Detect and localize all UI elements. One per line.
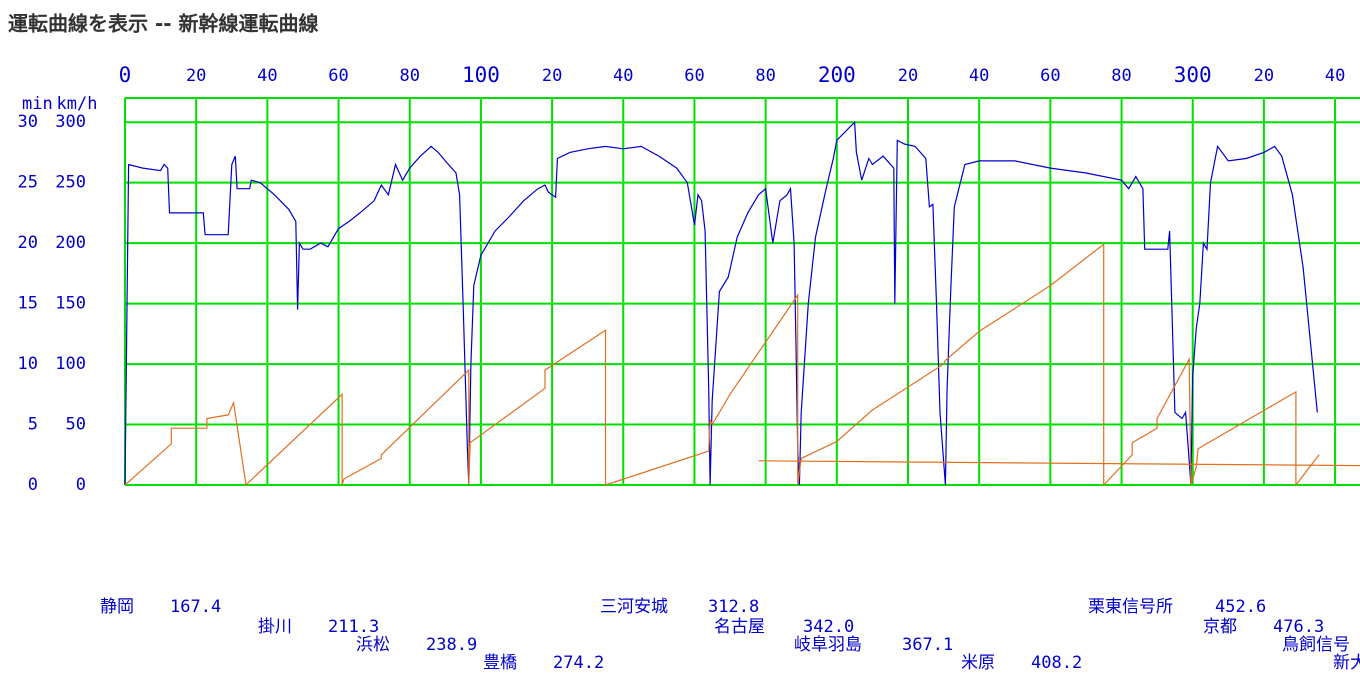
x-tick-label: 20 — [186, 66, 206, 86]
station-name: 静岡 — [100, 597, 134, 617]
station-name: 京都 — [1203, 617, 1237, 637]
y-axis-label: km/h — [57, 94, 98, 114]
y2-axis-label: min — [22, 94, 53, 114]
station-name: 鳥飼信号 — [1282, 635, 1350, 655]
x-tick-label: 200 — [818, 63, 856, 87]
series-line — [758, 460, 1360, 467]
station-km: 238.9 — [426, 635, 477, 655]
x-tick-label: 80 — [755, 66, 775, 86]
x-tick-label: 20 — [898, 66, 918, 86]
y2-tick-label: 5 — [28, 415, 38, 435]
station-km: 408.2 — [1031, 653, 1082, 673]
station-km: 452.6 — [1215, 597, 1266, 617]
y2-tick-label: 10 — [18, 354, 38, 374]
station-name: 三河安城 — [600, 597, 668, 617]
station-km: 367.1 — [902, 635, 953, 655]
y-tick-label: 200 — [55, 233, 86, 253]
y-tick-label: 150 — [55, 294, 86, 314]
x-tick-label: 0 — [119, 63, 132, 87]
station-name: 岐阜羽島 — [794, 635, 862, 655]
x-tick-label: 80 — [399, 66, 419, 86]
series-line — [124, 243, 1320, 487]
station-name: 栗東信号所 — [1088, 597, 1173, 617]
y2-tick-label: 15 — [18, 294, 38, 314]
station-name: 米原 — [961, 653, 995, 673]
x-tick-label: 20 — [542, 66, 562, 86]
y2-tick-label: 30 — [18, 112, 38, 132]
station-name: 豊橋 — [483, 653, 517, 673]
station-km: 476.3 — [1273, 617, 1324, 637]
x-tick-label: 80 — [1111, 66, 1131, 86]
x-tick-label: 60 — [328, 66, 348, 86]
chart-title: 運転曲線を表示 -- 新幹線運転曲線 — [8, 12, 319, 36]
y-tick-label: 50 — [66, 415, 86, 435]
x-tick-label: 300 — [1174, 63, 1212, 87]
station-name: 新大 — [1333, 653, 1360, 673]
x-tick-label: 40 — [613, 66, 633, 86]
y-tick-label: 250 — [55, 173, 86, 193]
x-tick-label: 60 — [1040, 66, 1060, 86]
station-km: 211.3 — [328, 617, 379, 637]
x-tick-label: 60 — [684, 66, 704, 86]
y-tick-label: 300 — [55, 112, 86, 132]
y-tick-label: 0 — [76, 475, 86, 495]
station-km: 312.8 — [708, 597, 759, 617]
x-tick-label: 100 — [462, 63, 500, 87]
station-km: 167.4 — [170, 597, 221, 617]
station-name: 浜松 — [356, 635, 390, 655]
y2-tick-label: 0 — [28, 475, 38, 495]
x-tick-label: 40 — [257, 66, 277, 86]
y2-tick-label: 25 — [18, 173, 38, 193]
y2-tick-label: 20 — [18, 233, 38, 253]
x-tick-label: 40 — [969, 66, 989, 86]
y-tick-label: 100 — [55, 354, 86, 374]
station-km: 274.2 — [553, 653, 604, 673]
station-name: 掛川 — [258, 617, 292, 637]
station-km: 342.0 — [803, 617, 854, 637]
x-tick-label: 40 — [1325, 66, 1345, 86]
station-name: 名古屋 — [714, 617, 765, 637]
series-line — [124, 120, 1318, 486]
x-tick-label: 20 — [1254, 66, 1274, 86]
